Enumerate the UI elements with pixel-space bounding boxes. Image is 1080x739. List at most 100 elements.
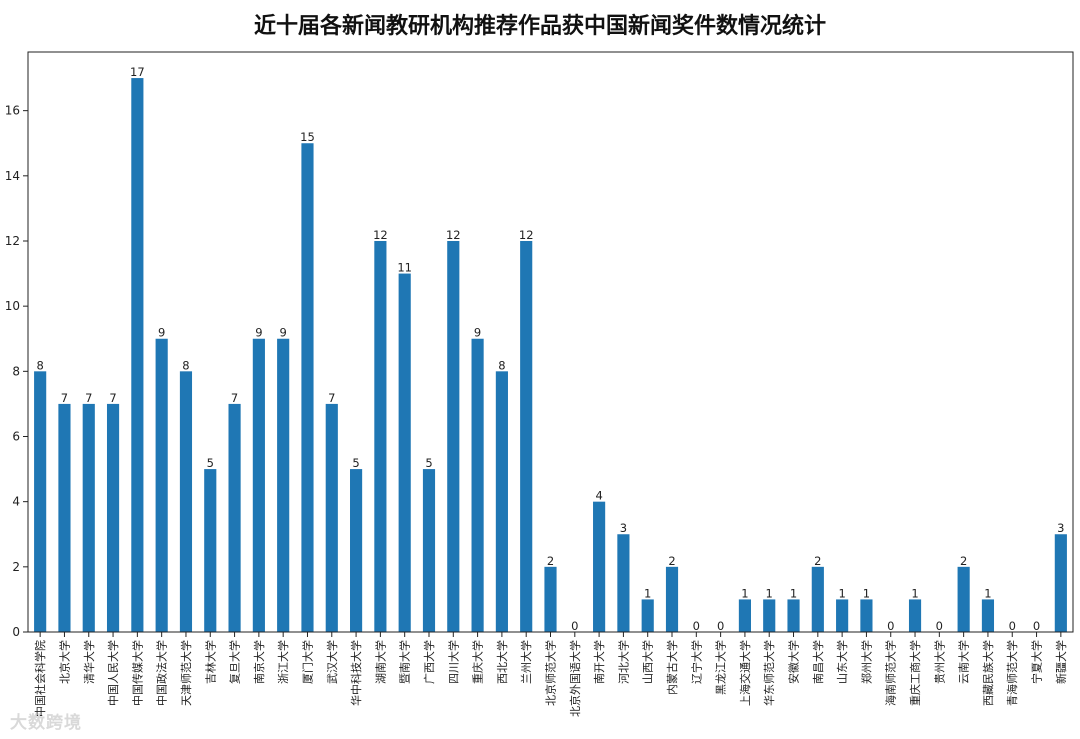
x-tick-label: 山西大学 — [641, 640, 655, 684]
bar-value-label: 15 — [300, 130, 315, 144]
bar-value-label: 9 — [158, 326, 165, 340]
x-tick-label: 山东大学 — [835, 640, 849, 684]
bar-value-label: 0 — [887, 619, 894, 633]
bar-value-label: 7 — [85, 391, 92, 405]
bar — [204, 469, 217, 632]
x-tick-label: 厦门大学 — [300, 640, 314, 684]
x-tick-label: 清华大学 — [82, 640, 96, 684]
bar — [593, 501, 606, 632]
x-tick-label: 郑州大学 — [859, 640, 873, 684]
y-axis: 0 2 4 6 8 10 12 14 16 — [5, 104, 28, 639]
x-tick-label: 南昌大学 — [811, 640, 825, 684]
y-tick-label: 4 — [12, 495, 20, 509]
x-tick-label: 暨南大学 — [398, 640, 412, 684]
x-tick-label: 辽宁大学 — [689, 640, 703, 684]
x-tick-label: 武汉大学 — [325, 640, 339, 684]
bar — [277, 338, 290, 632]
bar — [641, 599, 654, 632]
bar-value-label: 17 — [130, 65, 145, 79]
y-tick-label: 16 — [5, 104, 20, 118]
bar — [179, 371, 193, 632]
x-tick-label: 北京外国语大学 — [568, 640, 582, 717]
bar — [836, 599, 849, 632]
bar — [957, 566, 970, 632]
bar — [131, 78, 144, 633]
bar — [422, 469, 436, 632]
bar-value-label: 7 — [61, 391, 68, 405]
x-tick-label: 黑龙江大学 — [714, 640, 728, 695]
bar — [520, 240, 533, 632]
x-tick-label: 宁夏大学 — [1030, 640, 1044, 684]
bar-value-label: 8 — [498, 358, 505, 372]
x-tick-label: 西北大学 — [495, 640, 509, 684]
bar-value-label: 0 — [717, 619, 724, 633]
bar-value-label: 1 — [766, 586, 773, 600]
bar-value-label: 5 — [352, 456, 359, 470]
bar — [325, 403, 338, 632]
bar — [301, 143, 314, 632]
x-tick-label: 四川大学 — [446, 640, 460, 684]
bar-value-label: 12 — [446, 228, 461, 242]
bar-value-label: 8 — [36, 358, 43, 372]
x-tick-label: 内蒙古大学 — [665, 640, 679, 695]
y-tick-label: 2 — [12, 560, 20, 574]
bar-value-label: 12 — [373, 228, 388, 242]
watermark-logo: 大数跨境 — [10, 713, 82, 733]
bar — [738, 599, 751, 632]
bar-value-label: 3 — [1057, 521, 1064, 535]
bar — [398, 273, 411, 632]
x-tick-label: 复旦大学 — [228, 640, 242, 684]
bar — [228, 403, 241, 632]
bar — [860, 599, 873, 632]
x-tick-label: 兰州大学 — [519, 640, 533, 684]
bar — [1054, 534, 1067, 632]
x-tick-label: 湖南大学 — [373, 640, 387, 684]
bar — [350, 469, 363, 632]
bar — [34, 371, 47, 632]
x-tick-label: 新疆大学 — [1054, 640, 1068, 684]
x-tick-label: 南京大学 — [252, 640, 266, 684]
x-tick-label: 华东师范大学 — [762, 640, 776, 706]
x-tick-label: 中国政法大学 — [155, 640, 169, 706]
x-tick-label: 浙江大学 — [276, 640, 290, 684]
x-tick-label: 中国传媒大学 — [130, 640, 144, 706]
bar — [617, 534, 630, 632]
bar-value-label: 2 — [668, 554, 675, 568]
x-tick-label: 云南大学 — [957, 640, 971, 684]
bar — [763, 599, 776, 632]
bar — [787, 599, 800, 632]
bar — [544, 566, 557, 632]
bar — [374, 240, 387, 632]
bar-value-label: 1 — [911, 586, 918, 600]
bars-group — [34, 78, 1067, 633]
x-tick-label: 贵州大学 — [932, 640, 946, 684]
y-tick-label: 10 — [5, 299, 20, 313]
bar — [106, 403, 120, 632]
bar-value-label: 0 — [936, 619, 943, 633]
bar-value-label: 1 — [863, 586, 870, 600]
x-tick-label: 中国社会科学院 — [33, 640, 47, 717]
x-tick-label: 中国人民大学 — [106, 640, 120, 706]
x-axis: 中国社会科学院 北京大学 清华大学 中国人民大学 中国传媒大学 中国政法大学 天津师范大学吉… — [33, 632, 1068, 717]
x-tick-label: 北京大学 — [57, 640, 71, 684]
bar-value-label: 9 — [280, 326, 287, 340]
y-tick-label: 0 — [12, 625, 20, 639]
bar — [495, 371, 508, 632]
bar-value-label: 0 — [693, 619, 700, 633]
bar-value-label: 1 — [984, 586, 991, 600]
bar — [447, 240, 460, 632]
bar-value-label: 2 — [547, 554, 554, 568]
bar-value-label: 5 — [207, 456, 214, 470]
x-tick-label: 上海交通大学 — [738, 640, 752, 706]
bar-value-label: 12 — [519, 228, 534, 242]
bar-value-label: 1 — [790, 586, 797, 600]
bar-value-label: 2 — [814, 554, 821, 568]
x-tick-label: 吉林大学 — [203, 640, 217, 684]
x-tick-label: 海南师范大学 — [884, 640, 898, 706]
bar-value-label: 0 — [1009, 619, 1016, 633]
bar — [252, 338, 265, 632]
y-tick-label: 8 — [12, 364, 20, 378]
x-tick-label: 河北大学 — [616, 640, 630, 684]
bar-value-label: 1 — [644, 586, 651, 600]
